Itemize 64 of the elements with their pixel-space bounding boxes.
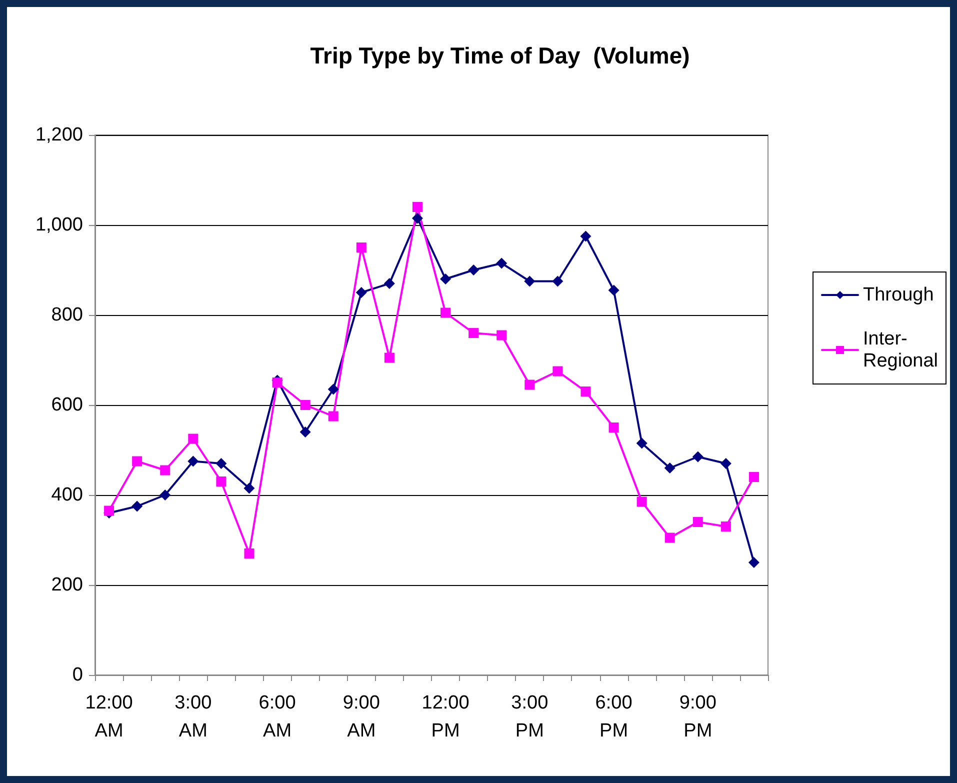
x-tick-label: 6:00 PM	[595, 692, 632, 742]
chart-title: Trip Type by Time of Day (Volume)	[310, 42, 690, 68]
point	[328, 384, 339, 395]
point	[636, 438, 648, 449]
point	[440, 274, 452, 284]
point	[748, 557, 760, 568]
point	[524, 380, 535, 390]
legend-label: Through	[863, 284, 934, 306]
y-tick-label: 800	[51, 304, 83, 326]
point	[216, 476, 226, 486]
point	[748, 472, 759, 482]
point	[636, 496, 647, 507]
point	[496, 330, 507, 340]
point	[160, 490, 171, 500]
legend-label: Inter-Regional	[863, 328, 938, 372]
point	[440, 308, 451, 318]
point	[664, 532, 675, 543]
point	[300, 400, 310, 410]
point	[608, 284, 620, 296]
point	[272, 378, 282, 388]
y-tick-label: 400	[51, 484, 83, 506]
point	[608, 422, 619, 432]
point	[356, 242, 366, 252]
x-tick-label: 9:00 PM	[679, 692, 716, 742]
point	[356, 287, 367, 298]
x-tick-label: 12:00 PM	[422, 692, 470, 742]
point	[664, 462, 676, 474]
x-tick-label: 3:00 PM	[511, 692, 548, 742]
point	[552, 366, 563, 376]
x-tick-label: 6:00 AM	[258, 692, 296, 742]
point	[580, 230, 592, 242]
point	[132, 500, 143, 512]
point	[384, 352, 394, 363]
x-tick-label: 12:00 AM	[85, 692, 133, 742]
point	[328, 411, 338, 422]
point	[412, 202, 422, 212]
x-tick-label: 3:00 AM	[174, 692, 212, 742]
point	[552, 276, 564, 287]
point	[720, 458, 732, 469]
point	[468, 328, 479, 338]
point	[244, 548, 254, 558]
point	[496, 258, 508, 269]
y-tick-label: 200	[51, 574, 83, 596]
point	[580, 386, 591, 396]
point	[524, 276, 536, 287]
y-tick-label: 1,200	[35, 124, 83, 146]
point	[216, 458, 227, 469]
point	[188, 456, 199, 467]
point	[692, 451, 704, 462]
x-tick-label: 9:00 AM	[342, 692, 380, 742]
point	[244, 482, 255, 494]
point	[412, 212, 423, 224]
y-tick-label: 1,000	[35, 214, 83, 236]
point	[132, 456, 142, 466]
point	[720, 522, 731, 532]
point	[300, 426, 311, 438]
point	[384, 278, 395, 289]
point	[468, 264, 480, 276]
point	[104, 506, 114, 516]
y-tick-label: 0	[72, 664, 83, 686]
point	[188, 434, 198, 444]
point	[160, 465, 170, 476]
point	[692, 517, 703, 527]
y-tick-label: 600	[51, 394, 83, 416]
